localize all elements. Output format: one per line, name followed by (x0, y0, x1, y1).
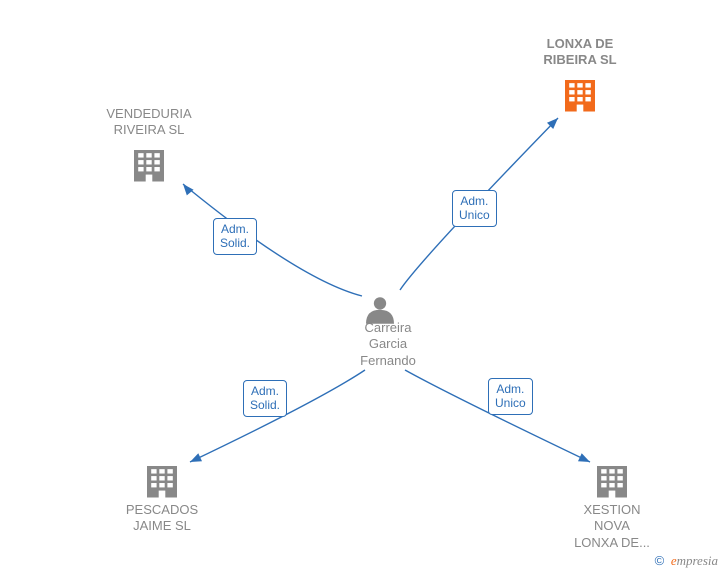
edge-label-e-xestion: Adm.Unico (488, 378, 533, 415)
node-label-xestion: XESTIONNOVALONXA DE... (566, 502, 658, 551)
node-label-lonxa: LONXA DERIBEIRA SL (532, 36, 628, 69)
center-label: CarreiraGarciaFernando (353, 320, 423, 369)
copyright-symbol: © (655, 553, 665, 568)
node-label-pescados: PESCADOSJAIME SL (118, 502, 206, 535)
watermark-brand: empresia (671, 553, 718, 568)
edge-label-e-lonxa: Adm.Unico (452, 190, 497, 227)
edge-arrow-e-vendeduria (180, 181, 194, 195)
edge-label-e-pescados: Adm.Solid. (243, 380, 287, 417)
building-icon-lonxa (565, 80, 595, 112)
building-icon-vendeduria (134, 150, 164, 182)
edge-arrow-e-xestion (578, 453, 592, 466)
building-icon-pescados (147, 466, 177, 498)
edge-label-e-vendeduria: Adm.Solid. (213, 218, 257, 255)
watermark: © empresia (655, 553, 718, 569)
node-label-vendeduria: VENDEDURIARIVEIRA SL (100, 106, 198, 139)
diagram-canvas (0, 0, 728, 575)
edge-arrow-e-pescados (188, 453, 202, 466)
edge-e-vendeduria (183, 184, 362, 296)
building-icon-xestion (597, 466, 627, 498)
